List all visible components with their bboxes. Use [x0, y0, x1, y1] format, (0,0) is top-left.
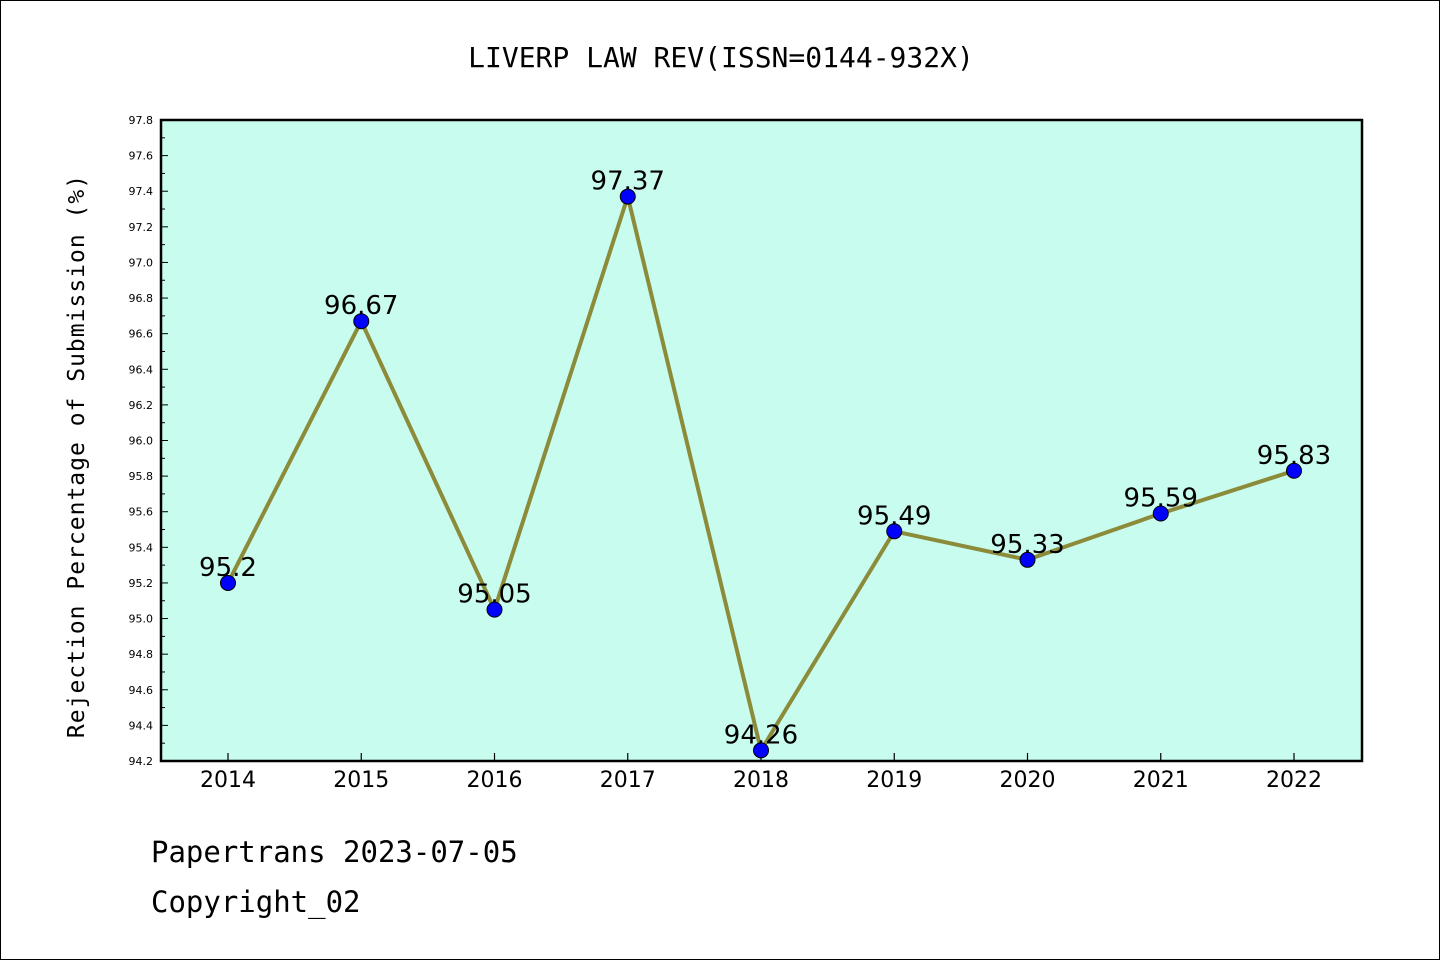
x-tick-label: 2017 [600, 768, 656, 793]
x-tick-label: 2016 [467, 768, 523, 793]
data-label: 95.49 [857, 501, 931, 531]
y-tick-label: 97.2 [129, 221, 154, 234]
x-tick-label: 2020 [1000, 768, 1056, 793]
data-label: 94.26 [724, 720, 798, 750]
data-point [1152, 505, 1169, 522]
data-label: 95.59 [1124, 484, 1198, 514]
x-tick-label: 2021 [1133, 768, 1189, 793]
data-label: 96.67 [324, 291, 398, 321]
y-tick-label: 97.4 [129, 185, 154, 198]
y-tick-label: 95.8 [129, 470, 154, 483]
y-tick-label: 97.6 [129, 150, 154, 163]
y-tick-label: 96.4 [129, 363, 154, 376]
data-label: 95.83 [1257, 441, 1331, 471]
y-tick-label: 94.6 [129, 684, 154, 697]
y-axis-label: Rejection Percentage of Submission (%) [64, 174, 90, 738]
data-point [353, 313, 370, 330]
data-markers [220, 188, 1302, 759]
x-tick-label: 2022 [1266, 768, 1322, 793]
y-tick-label: 97.0 [129, 256, 154, 269]
plot-area [159, 118, 1364, 763]
y-tick-label: 94.8 [129, 648, 154, 661]
data-point [1286, 462, 1302, 479]
x-axis: 2014 2015 2016 2017 2018 2019 2020 2021 2022 [200, 753, 1322, 793]
data-point [486, 601, 503, 618]
data-point [619, 188, 636, 205]
y-tick-label: 94.4 [129, 719, 154, 732]
data-point [753, 742, 769, 759]
y-tick-label: 96.0 [129, 435, 154, 448]
data-labels: 95.2 96.67 95.05 97.37 94.26 95.49 95.33 95.59 9… [199, 167, 1331, 751]
data-point [220, 574, 236, 591]
y-tick-label: 96.6 [129, 328, 154, 341]
data-point [1019, 551, 1036, 568]
data-label: 95.33 [990, 530, 1064, 560]
y-tick-label: 96.8 [129, 292, 154, 305]
data-point [886, 523, 903, 540]
x-tick-label: 2019 [866, 768, 922, 793]
x-tick-label: 2014 [200, 768, 256, 793]
footer-copyright: Copyright_02 [151, 885, 361, 919]
data-label: 95.2 [199, 553, 257, 583]
y-tick-label: 97.8 [129, 114, 154, 127]
y-tick-label: 96.2 [129, 399, 154, 412]
footer-date: Papertrans 2023-07-05 [151, 835, 518, 869]
y-tick-label: 95.0 [129, 613, 154, 626]
y-tick-label: 95.2 [129, 577, 154, 590]
y-tick-label: 95.4 [129, 541, 154, 554]
y-tick-label: 95.6 [129, 506, 154, 519]
chart-title: LIVERP LAW REV(ISSN=0144-932X) [468, 41, 974, 74]
x-tick-label: 2018 [733, 768, 789, 793]
data-label: 97.37 [591, 167, 665, 197]
x-tick-label: 2015 [333, 768, 389, 793]
y-tick-label: 94.2 [129, 755, 154, 768]
data-label: 95.05 [457, 580, 531, 610]
y-axis: 94.2 94.4 94.6 94.8 95.0 95.2 95.4 95.6 95.8 96.0… [129, 114, 168, 768]
